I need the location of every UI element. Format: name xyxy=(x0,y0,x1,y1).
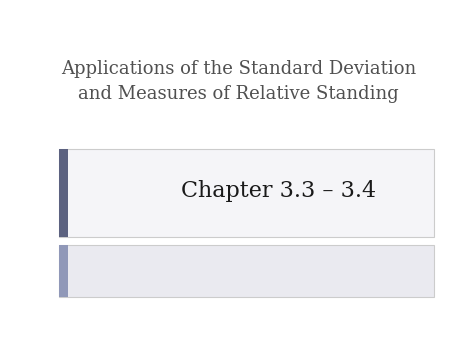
Bar xyxy=(58,245,434,297)
Bar xyxy=(58,149,68,237)
Bar xyxy=(58,149,434,237)
Bar xyxy=(58,245,68,297)
Text: Applications of the Standard Deviation
and Measures of Relative Standing: Applications of the Standard Deviation a… xyxy=(61,59,416,103)
Text: Chapter 3.3 – 3.4: Chapter 3.3 – 3.4 xyxy=(181,180,377,202)
